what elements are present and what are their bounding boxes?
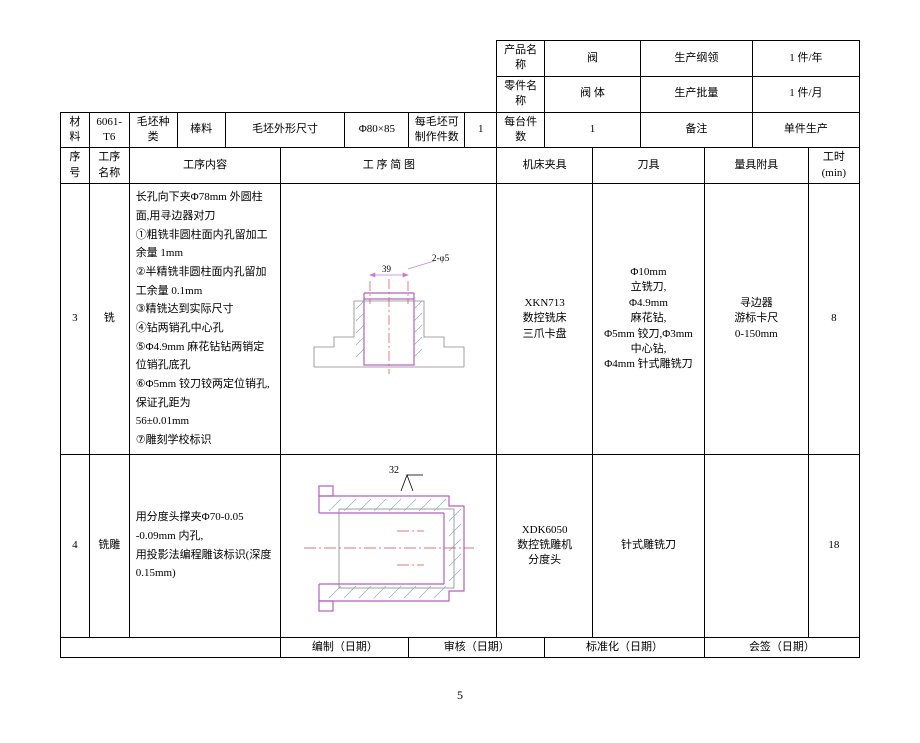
col-machine: 机床夹具 <box>497 148 593 184</box>
process-sheet-table: 产品名称 阀 生产纲领 1 件/年 零件名称 阀 体 生产批量 1 件/月 材料… <box>60 40 860 658</box>
sketch-row3: 39 2-φ5 <box>294 249 484 389</box>
cell-sketch: 32 <box>281 454 497 637</box>
cell-name: 铣雕 <box>89 454 129 637</box>
svg-text:2-φ5: 2-φ5 <box>432 253 450 263</box>
hdr-remark: 单件生产 <box>752 112 859 148</box>
hdr-ppb: 1 <box>465 112 497 148</box>
logo-area <box>61 41 497 113</box>
table-row: 4 铣雕 用分度头撑夹Φ70-0.05 -0.09mm 内孔,用投影法编程雕该标… <box>61 454 860 637</box>
cell-tool: Φ10mm立铣刀,Φ4.9mm麻花钻,Φ5mm 铰刀,Φ3mm中心钻,Φ4mm … <box>593 184 705 455</box>
cell-content: 用分度头撑夹Φ70-0.05 -0.09mm 内孔,用投影法编程雕该标识(深度 … <box>129 454 281 637</box>
col-time: 工时(min) <box>808 148 859 184</box>
hdr-part-name: 阀 体 <box>545 76 641 112</box>
hdr-part-name-label: 零件名称 <box>497 76 545 112</box>
hdr-prod-batch-value: 1 件/月 <box>752 76 859 112</box>
page-number: 5 <box>60 688 860 703</box>
cell-machine: XDK6050数控铣雕机分度头 <box>497 454 593 637</box>
hdr-blank-dim: Φ80×85 <box>345 112 409 148</box>
cell-content: 长孔向下夹Φ78mm 外圆柱面,用寻边器对刀①粗铣非圆柱面内孔留加工余量 1mm… <box>129 184 281 455</box>
hdr-product-name: 阀 <box>545 41 641 77</box>
cell-seq: 4 <box>61 454 90 637</box>
hdr-remark-label: 备注 <box>640 112 752 148</box>
cell-name: 铣 <box>89 184 129 455</box>
hdr-prod-batch-label: 生产批量 <box>640 76 752 112</box>
cell-time: 18 <box>808 454 859 637</box>
col-op-name: 工序名称 <box>89 148 129 184</box>
table-row: 3 铣 长孔向下夹Φ78mm 外圆柱面,用寻边器对刀①粗铣非圆柱面内孔留加工余量… <box>61 184 860 455</box>
footer-signed: 会签（日期） <box>704 637 859 657</box>
cell-gauge: 寻边器游标卡尺0-150mm <box>704 184 808 455</box>
col-tool: 刀具 <box>593 148 705 184</box>
svg-text:39: 39 <box>382 264 392 274</box>
hdr-prod-plan-label: 生产纲领 <box>640 41 752 77</box>
hdr-prod-plan-value: 1 件/年 <box>752 41 859 77</box>
svg-text:32: 32 <box>389 465 399 476</box>
hdr-ppb-label: 每毛坯可制作件数 <box>409 112 465 148</box>
col-gauge: 量具附具 <box>704 148 808 184</box>
hdr-material-label: 材料 <box>61 112 90 148</box>
cell-sketch: 39 2-φ5 <box>281 184 497 455</box>
col-seq: 序号 <box>61 148 90 184</box>
hdr-blank-type-label: 毛坯种类 <box>129 112 177 148</box>
hdr-blank-dim-label: 毛坯外形尺寸 <box>225 112 345 148</box>
footer-standardized: 标准化（日期） <box>545 637 705 657</box>
col-op-sketch: 工 序 简 图 <box>281 148 497 184</box>
cell-tool: 针式雕铣刀 <box>593 454 705 637</box>
hdr-blank-type: 棒料 <box>177 112 225 148</box>
hdr-product-name-label: 产品名称 <box>497 41 545 77</box>
cell-machine: XKN713数控铣床三爪卡盘 <box>497 184 593 455</box>
cell-gauge <box>704 454 808 637</box>
hdr-material: 6061-T6 <box>89 112 129 148</box>
sketch-row4: 32 <box>289 461 489 631</box>
footer-checked: 审核（日期） <box>409 637 545 657</box>
col-op-content: 工序内容 <box>129 148 281 184</box>
footer-row: 编制（日期） 审核（日期） 标准化（日期） 会签（日期） <box>61 637 860 657</box>
cell-time: 8 <box>808 184 859 455</box>
hdr-ppu-label: 每台件数 <box>497 112 545 148</box>
footer-blank <box>61 637 281 657</box>
hdr-ppu: 1 <box>545 112 641 148</box>
footer-compiled: 编制（日期） <box>281 637 409 657</box>
cell-seq: 3 <box>61 184 90 455</box>
